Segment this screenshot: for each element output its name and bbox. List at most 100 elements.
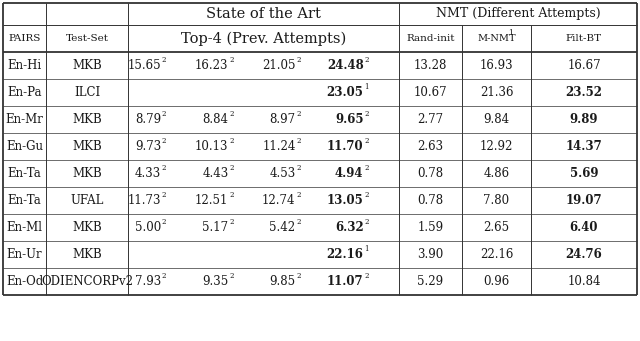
Text: ODIENCORPv2: ODIENCORPv2 <box>41 275 133 288</box>
Text: 21.05: 21.05 <box>262 59 296 72</box>
Text: 8.84: 8.84 <box>202 113 228 126</box>
Text: 2: 2 <box>365 218 369 226</box>
Text: 4.43: 4.43 <box>202 167 228 180</box>
Text: 2: 2 <box>296 272 301 280</box>
Text: 2: 2 <box>230 164 234 172</box>
Text: 2: 2 <box>365 137 369 145</box>
Text: 13.28: 13.28 <box>414 59 447 72</box>
Text: 0.78: 0.78 <box>417 167 444 180</box>
Text: 10.67: 10.67 <box>413 86 447 99</box>
Text: 2: 2 <box>365 164 369 172</box>
Text: 2: 2 <box>296 191 301 199</box>
Text: NMT (Different Attempts): NMT (Different Attempts) <box>436 8 600 20</box>
Text: 16.93: 16.93 <box>480 59 513 72</box>
Text: Top-4 (Prev. Attempts): Top-4 (Prev. Attempts) <box>181 31 346 46</box>
Text: 2: 2 <box>162 218 166 226</box>
Text: 11.07: 11.07 <box>327 275 364 288</box>
Text: 19.07: 19.07 <box>566 194 602 207</box>
Text: 1.59: 1.59 <box>417 221 444 234</box>
Text: 2: 2 <box>230 218 234 226</box>
Text: 0.78: 0.78 <box>417 194 444 207</box>
Text: MKB: MKB <box>72 167 102 180</box>
Text: 2: 2 <box>162 164 166 172</box>
Text: 24.76: 24.76 <box>566 248 602 261</box>
Text: 16.23: 16.23 <box>195 59 228 72</box>
Text: 5.69: 5.69 <box>570 167 598 180</box>
Text: En-Ur: En-Ur <box>6 248 42 261</box>
Text: 5.00: 5.00 <box>135 221 161 234</box>
Text: Rand-init: Rand-init <box>406 34 455 43</box>
Text: 4.53: 4.53 <box>269 167 296 180</box>
Text: 2.77: 2.77 <box>417 113 444 126</box>
Text: En-Ta: En-Ta <box>8 194 42 207</box>
Text: 11.73: 11.73 <box>127 194 161 207</box>
Text: 2: 2 <box>296 164 301 172</box>
Text: 1: 1 <box>365 245 369 253</box>
Text: Filt-BT: Filt-BT <box>566 34 602 43</box>
Text: 12.92: 12.92 <box>480 140 513 153</box>
Text: MKB: MKB <box>72 221 102 234</box>
Text: MKB: MKB <box>72 248 102 261</box>
Text: En-Mr: En-Mr <box>6 113 44 126</box>
Text: En-Hi: En-Hi <box>8 59 42 72</box>
Text: 5.17: 5.17 <box>202 221 228 234</box>
Text: 4.94: 4.94 <box>335 167 364 180</box>
Text: MKB: MKB <box>72 140 102 153</box>
Text: 2: 2 <box>365 191 369 199</box>
Text: 23.05: 23.05 <box>326 86 364 99</box>
Text: 8.97: 8.97 <box>269 113 296 126</box>
Text: 14.37: 14.37 <box>566 140 602 153</box>
Text: 2: 2 <box>162 110 166 118</box>
Text: 6.32: 6.32 <box>335 221 364 234</box>
Text: 2: 2 <box>230 56 234 64</box>
Text: 2: 2 <box>162 272 166 280</box>
Text: 2.65: 2.65 <box>483 221 509 234</box>
Text: PAIRS: PAIRS <box>8 34 41 43</box>
Text: 9.65: 9.65 <box>335 113 364 126</box>
Text: En-Gu: En-Gu <box>6 140 43 153</box>
Text: 2: 2 <box>230 191 234 199</box>
Text: 22.16: 22.16 <box>326 248 364 261</box>
Text: En-Od: En-Od <box>6 275 43 288</box>
Text: 22.16: 22.16 <box>480 248 513 261</box>
Text: 2: 2 <box>296 56 301 64</box>
Text: 2: 2 <box>230 110 234 118</box>
Text: 5.42: 5.42 <box>269 221 296 234</box>
Text: 2: 2 <box>365 272 369 280</box>
Text: 9.89: 9.89 <box>570 113 598 126</box>
Text: 21.36: 21.36 <box>480 86 513 99</box>
Text: 0.96: 0.96 <box>483 275 509 288</box>
Text: 6.40: 6.40 <box>570 221 598 234</box>
Text: 11.70: 11.70 <box>327 140 364 153</box>
Text: 1: 1 <box>365 83 369 91</box>
Text: 23.52: 23.52 <box>566 86 602 99</box>
Text: En-Pa: En-Pa <box>7 86 42 99</box>
Text: 1: 1 <box>508 29 513 37</box>
Text: 4.33: 4.33 <box>135 167 161 180</box>
Text: 7.80: 7.80 <box>483 194 509 207</box>
Text: UFAL: UFAL <box>70 194 104 207</box>
Text: MKB: MKB <box>72 59 102 72</box>
Text: 2: 2 <box>162 56 166 64</box>
Text: 8.79: 8.79 <box>135 113 161 126</box>
Text: 11.24: 11.24 <box>262 140 296 153</box>
Text: 2: 2 <box>365 56 369 64</box>
Text: 2: 2 <box>296 110 301 118</box>
Text: 2.63: 2.63 <box>417 140 444 153</box>
Text: 10.13: 10.13 <box>195 140 228 153</box>
Text: 5.29: 5.29 <box>417 275 444 288</box>
Text: 9.35: 9.35 <box>202 275 228 288</box>
Text: 4.86: 4.86 <box>483 167 509 180</box>
Text: En-Ml: En-Ml <box>6 221 42 234</box>
Text: 12.51: 12.51 <box>195 194 228 207</box>
Text: ILCI: ILCI <box>74 86 100 99</box>
Text: 9.84: 9.84 <box>483 113 509 126</box>
Text: 13.05: 13.05 <box>327 194 364 207</box>
Text: 15.65: 15.65 <box>127 59 161 72</box>
Text: 2: 2 <box>365 110 369 118</box>
Text: 9.73: 9.73 <box>135 140 161 153</box>
Text: 12.74: 12.74 <box>262 194 296 207</box>
Text: 2: 2 <box>230 272 234 280</box>
Text: 2: 2 <box>296 137 301 145</box>
Text: En-Ta: En-Ta <box>8 167 42 180</box>
